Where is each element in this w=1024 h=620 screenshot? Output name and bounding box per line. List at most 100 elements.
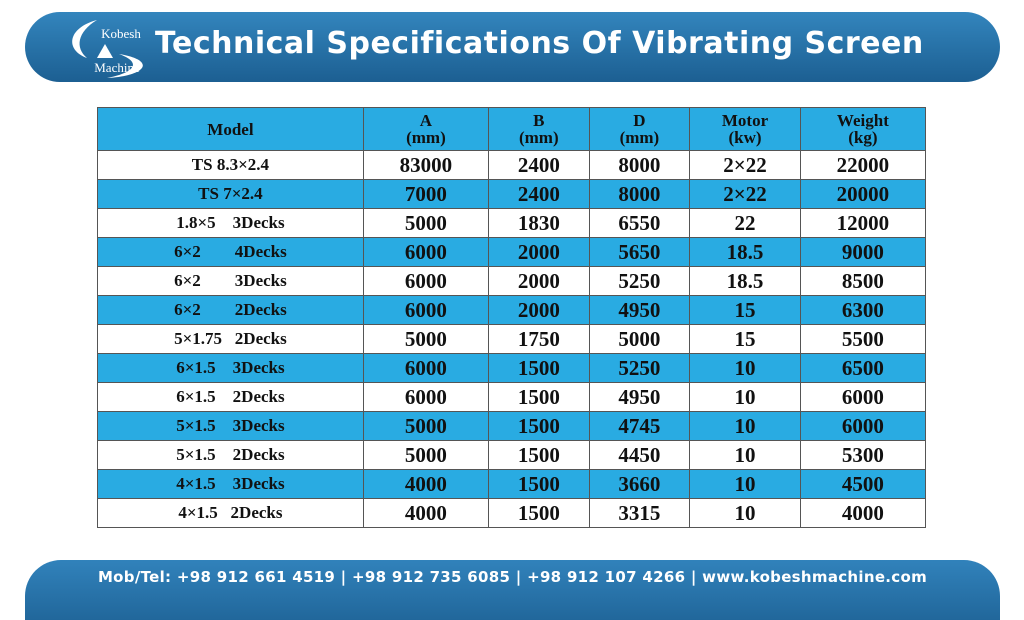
table-cell: 2400 <box>488 179 590 209</box>
column-header: B (mm) <box>488 107 590 151</box>
table-cell: 3660 <box>588 469 691 499</box>
table-cell: 10 <box>689 353 801 383</box>
table-cell: 22000 <box>799 150 927 180</box>
column-header: Weight (kg) <box>799 107 927 151</box>
kobesh-machine-logo: Kobesh Machine <box>72 20 143 78</box>
table-cell: 1830 <box>488 208 590 238</box>
table-cell: 5000 <box>362 411 490 441</box>
table-cell: 10 <box>689 382 801 412</box>
table-row: 5×1.5 2Decks 5000 1500 4450 10 5300 <box>97 440 927 470</box>
table-cell: 6000 <box>362 266 490 296</box>
table-cell: 22 <box>689 208 801 238</box>
table-row: 6×2 4Decks 6000 2000 5650 18.5 9000 <box>97 237 927 267</box>
model-cell: 6×1.5 3Decks <box>97 353 364 383</box>
table-cell: 5000 <box>362 324 490 354</box>
model-cell: TS 8.3×2.4 <box>97 150 364 180</box>
table-cell: 8000 <box>588 150 691 180</box>
column-header-label: Model <box>207 119 254 139</box>
table-cell: 2400 <box>488 150 590 180</box>
table-cell: 12000 <box>799 208 927 238</box>
svg-text:Kobesh: Kobesh <box>101 26 141 41</box>
table-cell: 6500 <box>799 353 927 383</box>
table-header-row: Model A (mm) B (mm) D (mm) Motor (kw) Weight (kg) <box>97 107 927 151</box>
table-row: TS 7×2.4 7000 2400 8000 2×22 20000 <box>97 179 927 209</box>
page-title: Technical Specifications Of Vibrating Sc… <box>155 26 924 61</box>
table-cell: 2×22 <box>689 179 801 209</box>
table-cell: 5500 <box>799 324 927 354</box>
contact-footer: Mob/Tel: +98 912 661 4519 | +98 912 735 … <box>25 560 1000 620</box>
table-cell: 18.5 <box>689 237 801 267</box>
table-cell: 2000 <box>488 266 590 296</box>
table-cell: 10 <box>689 440 801 470</box>
column-header: Model <box>97 107 364 151</box>
column-header-label: B <box>533 111 545 130</box>
table-cell: 4000 <box>362 469 490 499</box>
table-cell: 6000 <box>799 382 927 412</box>
table-cell: 20000 <box>799 179 927 209</box>
column-header-label: Weight <box>836 111 889 130</box>
table-cell: 5300 <box>799 440 927 470</box>
table-row: 4×1.5 3Decks 4000 1500 3660 10 4500 <box>97 469 927 499</box>
model-cell: 6×1.5 2Decks <box>97 382 364 412</box>
table-row: 1.8×5 3Decks 5000 1830 6550 22 12000 <box>97 208 927 238</box>
table-row: 6×1.5 2Decks 6000 1500 4950 10 6000 <box>97 382 927 412</box>
table-cell: 10 <box>689 411 801 441</box>
contact-info: Mob/Tel: +98 912 661 4519 | +98 912 735 … <box>97 568 928 586</box>
model-cell: 1.8×5 3Decks <box>97 208 364 238</box>
table-cell: 6550 <box>588 208 691 238</box>
model-cell: 5×1.5 3Decks <box>97 411 364 441</box>
table-cell: 2000 <box>488 295 590 325</box>
table-row: 6×2 2Decks 6000 2000 4950 15 6300 <box>97 295 927 325</box>
table-cell: 5250 <box>588 266 691 296</box>
table-cell: 15 <box>689 295 801 325</box>
table-cell: 1500 <box>488 440 590 470</box>
model-cell: 6×2 3Decks <box>97 266 364 296</box>
table-cell: 2000 <box>488 237 590 267</box>
table-cell: 2×22 <box>689 150 801 180</box>
table-cell: 4500 <box>799 469 927 499</box>
table-cell: 9000 <box>799 237 927 267</box>
model-cell: 4×1.5 3Decks <box>97 469 364 499</box>
table-cell: 5000 <box>362 440 490 470</box>
table-cell: 4000 <box>799 498 927 528</box>
table-cell: 4745 <box>588 411 691 441</box>
column-header-label: (mm) <box>619 128 660 147</box>
table-cell: 4450 <box>588 440 691 470</box>
table-row: 6×2 3Decks 6000 2000 5250 18.5 8500 <box>97 266 927 296</box>
table-cell: 4000 <box>362 498 490 528</box>
table-cell: 6300 <box>799 295 927 325</box>
table-row: 6×1.5 3Decks 6000 1500 5250 10 6500 <box>97 353 927 383</box>
table-cell: 5250 <box>588 353 691 383</box>
table-cell: 1500 <box>488 469 590 499</box>
table-cell: 1750 <box>488 324 590 354</box>
table-cell: 6000 <box>362 353 490 383</box>
model-cell: 5×1.75 2Decks <box>97 324 364 354</box>
table-cell: 3315 <box>588 498 691 528</box>
table-row: 4×1.5 2Decks 4000 1500 3315 10 4000 <box>97 498 927 528</box>
table-cell: 6000 <box>362 237 490 267</box>
model-cell: 4×1.5 2Decks <box>97 498 364 528</box>
column-header-label: D <box>633 111 646 130</box>
table-cell: 4950 <box>588 295 691 325</box>
column-header-label: A <box>419 111 433 130</box>
table-cell: 4950 <box>588 382 691 412</box>
table-cell: 1500 <box>488 411 590 441</box>
model-cell: 6×2 2Decks <box>97 295 364 325</box>
table-cell: 10 <box>689 469 801 499</box>
table-cell: 1500 <box>488 353 590 383</box>
model-cell: TS 7×2.4 <box>97 179 364 209</box>
table-cell: 5000 <box>588 324 691 354</box>
column-header: A (mm) <box>362 107 490 151</box>
column-header: Motor (kw) <box>689 107 801 151</box>
model-cell: 5×1.5 2Decks <box>97 440 364 470</box>
table-cell: 6000 <box>362 295 490 325</box>
table-cell: 5000 <box>362 208 490 238</box>
column-header-label: Motor <box>721 111 769 130</box>
table-cell: 5650 <box>588 237 691 267</box>
table-cell: 1500 <box>488 382 590 412</box>
table-cell: 15 <box>689 324 801 354</box>
table-cell: 8000 <box>588 179 691 209</box>
column-header-label: (kg) <box>848 128 878 147</box>
table-cell: 6000 <box>362 382 490 412</box>
table-row: 5×1.5 3Decks 5000 1500 4745 10 6000 <box>97 411 927 441</box>
